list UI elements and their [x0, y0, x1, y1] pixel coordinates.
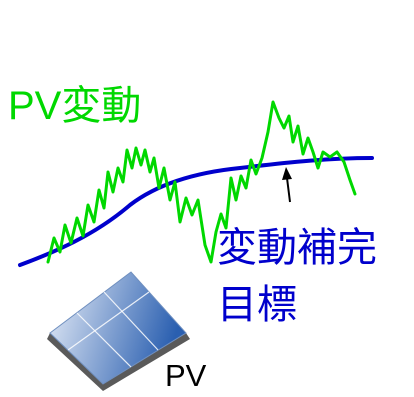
pv-fluctuation-curve	[46, 100, 357, 264]
compensation-target-label-line2: 目標	[217, 283, 297, 327]
target-curve	[18, 156, 374, 267]
compensation-target-label: 変動補完	[217, 226, 377, 270]
pv-panel-label: PV	[165, 358, 207, 393]
solar-panel-icon	[47, 271, 190, 391]
pv-fluctuation-label: PV変動	[8, 84, 142, 128]
arrow-up-icon	[282, 167, 292, 203]
